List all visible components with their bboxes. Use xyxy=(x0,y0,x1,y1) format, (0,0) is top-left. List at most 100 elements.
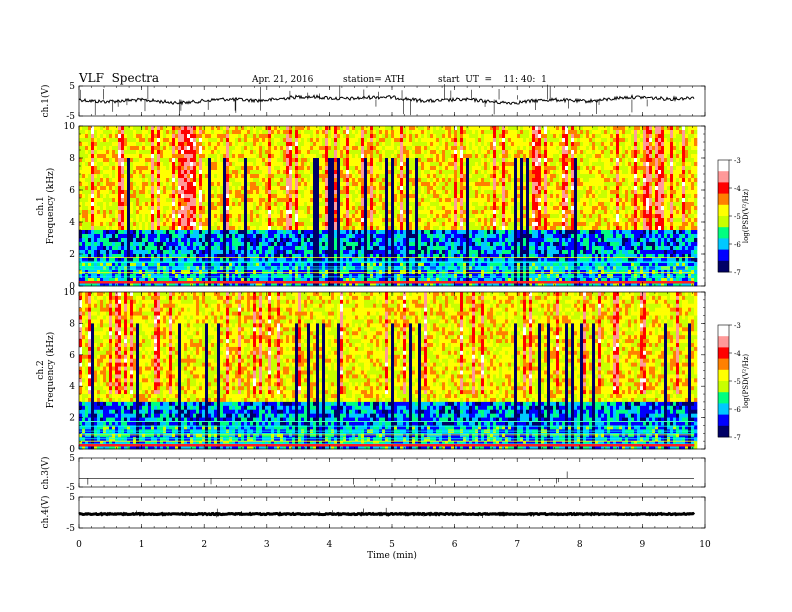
spectrogram-cell xyxy=(271,142,275,147)
spectrogram-cell xyxy=(352,198,356,203)
spectrogram-cell xyxy=(241,214,245,219)
spectrogram-cell xyxy=(265,274,269,279)
spectrogram-cell xyxy=(295,186,299,191)
spectrogram-cell xyxy=(304,158,308,163)
spectrogram-cell xyxy=(382,242,386,247)
spectrogram-cell xyxy=(121,206,125,211)
spectrogram-cell xyxy=(247,142,251,147)
spectrogram-cell xyxy=(262,178,266,183)
spectrogram-cell xyxy=(178,238,182,243)
spectrogram-cell xyxy=(400,206,404,211)
spectrogram-cell xyxy=(115,158,119,163)
spectrogram-cell xyxy=(382,146,386,151)
spectrogram-cell xyxy=(82,246,86,251)
spectrogram-cell xyxy=(142,154,146,159)
spectrogram-cell xyxy=(298,242,302,247)
spectrogram-cell xyxy=(172,134,176,139)
spectrogram-cell xyxy=(373,146,377,151)
spectrogram-cell xyxy=(418,134,422,139)
spectrogram-cell xyxy=(349,138,353,143)
spectrogram-cell xyxy=(136,262,140,267)
spectrogram-cell xyxy=(166,214,170,219)
spectrogram-cell xyxy=(151,202,155,207)
spectrogram-cell xyxy=(244,230,248,235)
spectrogram-cell xyxy=(235,126,239,131)
spectrogram-cell xyxy=(205,282,209,287)
spectrogram-cell xyxy=(160,254,164,259)
spectrogram-cell xyxy=(217,266,221,271)
spectrogram-cell xyxy=(145,246,149,251)
spectrogram-cell xyxy=(91,142,95,147)
spectrogram-cell xyxy=(145,142,149,147)
spectrogram-cell xyxy=(403,250,407,255)
spectrogram-cell xyxy=(100,242,104,247)
spectrogram-cell xyxy=(304,190,308,195)
spectrogram-cell xyxy=(427,182,431,187)
spectrogram-cell xyxy=(355,178,359,183)
spectrogram-cell xyxy=(430,230,434,235)
spectrogram-cell xyxy=(301,222,305,227)
spectrogram-cell xyxy=(133,206,137,211)
spectrogram-cell xyxy=(373,242,377,247)
spectrogram-cell xyxy=(148,162,152,167)
spectrogram-cell xyxy=(304,206,308,211)
spectrogram-cell xyxy=(265,194,269,199)
spectrogram-cell xyxy=(430,258,434,263)
spectrogram-cell xyxy=(322,214,326,219)
spectrogram-cell xyxy=(340,126,344,131)
spectrogram-cell xyxy=(187,146,191,151)
spectrogram-cell xyxy=(397,254,401,259)
spectrogram-cell xyxy=(130,182,134,187)
spectrogram-cell xyxy=(127,234,131,239)
spectrogram-cell xyxy=(253,274,257,279)
spectrogram-cell xyxy=(166,174,170,179)
spectrogram-cell xyxy=(394,242,398,247)
spectrogram-cell xyxy=(340,142,344,147)
spectrogram-cell xyxy=(115,182,119,187)
spectrogram-cell xyxy=(286,274,290,279)
spectrogram-cell xyxy=(145,130,149,135)
spectrogram-cell xyxy=(109,246,113,251)
spectrogram-cell xyxy=(208,258,212,263)
spectrogram-cell xyxy=(241,206,245,211)
spectrogram-cell xyxy=(274,242,278,247)
spectrogram-cell xyxy=(166,282,170,287)
spectrogram-cell xyxy=(301,238,305,243)
spectrogram-cell xyxy=(199,150,203,155)
spectrogram-cell xyxy=(295,242,299,247)
spectrogram-cell xyxy=(100,254,104,259)
spectrogram-cell xyxy=(148,278,152,283)
spectrogram-cell xyxy=(166,278,170,283)
spectrogram-cell xyxy=(118,182,122,187)
spectrogram-cell xyxy=(361,178,365,183)
spectrogram-cell xyxy=(301,274,305,279)
spectrogram-cell xyxy=(364,242,368,247)
spectrogram-cell xyxy=(274,282,278,287)
spectrogram-cell xyxy=(229,154,233,159)
spectrogram-cell xyxy=(370,250,374,255)
spectrogram-cell xyxy=(412,274,416,279)
spectrogram-cell xyxy=(166,178,170,183)
spectrogram-cell xyxy=(97,178,101,183)
spectrogram-cell xyxy=(283,262,287,267)
spectrogram-cell xyxy=(211,266,215,271)
spectrogram-cell xyxy=(397,234,401,239)
spectrogram-cell xyxy=(298,218,302,223)
spectrogram-cell xyxy=(217,158,221,163)
spectrogram-cell xyxy=(196,214,200,219)
spectrogram-cell xyxy=(286,242,290,247)
spectrogram-cell xyxy=(130,134,134,139)
spectrogram-cell xyxy=(436,162,440,167)
spectrogram-cell xyxy=(115,234,119,239)
spectrogram-cell xyxy=(253,186,257,191)
spectrogram-cell xyxy=(220,126,224,131)
spectrogram-cell xyxy=(244,126,248,131)
spectrogram-cell xyxy=(205,258,209,263)
spectrogram-cell xyxy=(310,262,314,267)
spectrogram-cell xyxy=(292,150,296,155)
spectrogram-cell xyxy=(319,246,323,251)
spectrogram-cell xyxy=(118,186,122,191)
spectrogram-cell xyxy=(304,230,308,235)
spectrogram-cell xyxy=(217,250,221,255)
spectrogram-cell xyxy=(121,214,125,219)
